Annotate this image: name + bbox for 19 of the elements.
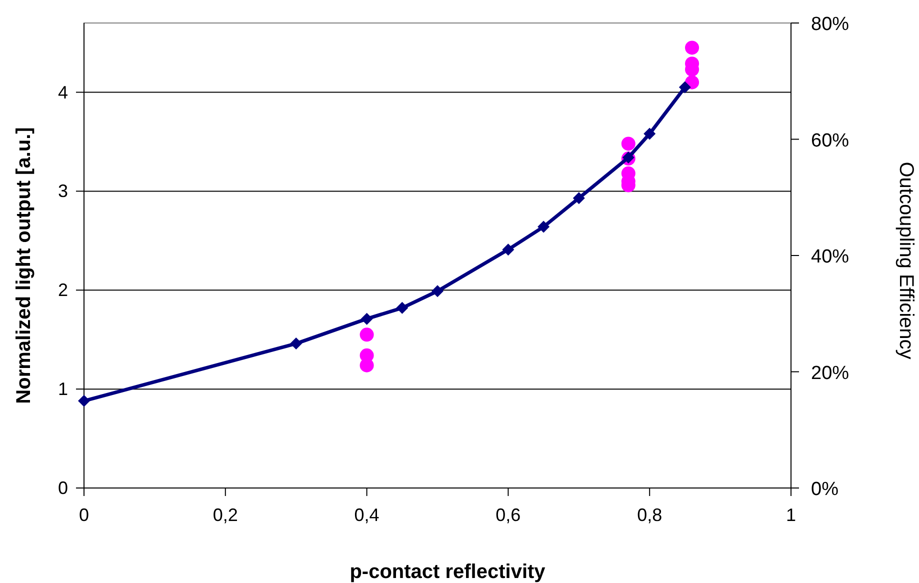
x-tick-label: 0,4 <box>354 505 380 525</box>
y-tick-label: 0 <box>58 478 68 498</box>
y2-tick-label: 0% <box>811 479 839 500</box>
x-tick-label: 0,8 <box>637 505 662 525</box>
x-tick-label: 0 <box>78 505 90 525</box>
y-axis-title: Normalized light output [a.u.] <box>13 127 35 404</box>
x-tick-label: 0,2 <box>212 505 238 525</box>
y-tick-label: 3 <box>58 181 68 202</box>
x-axis-title: p-contact reflectivity <box>350 561 546 583</box>
y2-tick-label: 20% <box>811 362 850 384</box>
y2-tick-label: 60% <box>811 130 850 152</box>
y-tick-label: 2 <box>58 280 68 300</box>
y2-tick-label: 80% <box>811 14 850 35</box>
y2-tick-label: 40% <box>811 246 850 268</box>
y-tick-label: 4 <box>58 82 68 102</box>
x-tick-label: 1 <box>786 505 796 525</box>
x-tick-label: 0,6 <box>496 505 521 525</box>
y-tick-label: 1 <box>58 379 68 400</box>
y2-axis-title: Outcoupling Efficiency <box>895 162 917 360</box>
